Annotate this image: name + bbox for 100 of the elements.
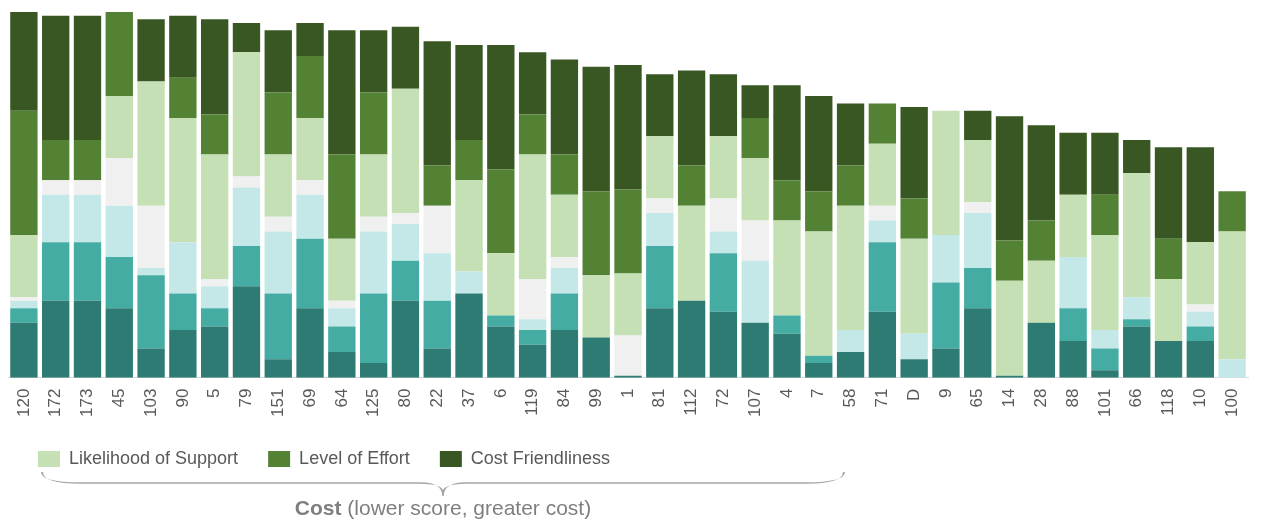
x-tick-label: 125: [363, 388, 383, 418]
x-tick-label: 84: [554, 388, 574, 408]
bar: [773, 315, 801, 334]
bar: [137, 19, 165, 82]
bar: [550, 293, 579, 331]
bar: [264, 30, 292, 93]
bar: [741, 260, 769, 323]
bar: [646, 213, 674, 247]
bar: [932, 282, 960, 349]
bar: [550, 267, 579, 294]
bar: [232, 176, 261, 188]
bar: [296, 308, 324, 378]
bar: [1091, 235, 1119, 331]
bar: [709, 74, 738, 137]
bar: [932, 235, 960, 283]
bar: [932, 348, 960, 378]
bar: [964, 202, 992, 214]
bar: [105, 256, 133, 309]
bar: [137, 205, 165, 268]
bar: [836, 352, 865, 378]
bar: [709, 136, 738, 199]
bar: [709, 311, 738, 378]
bar: [201, 19, 229, 115]
bar: [264, 359, 292, 378]
bar: [518, 114, 547, 155]
bar: [709, 253, 738, 312]
bar: [836, 103, 865, 166]
bar: [328, 154, 356, 239]
bar: [105, 12, 133, 97]
bar: [868, 311, 897, 378]
x-tick-label: 90: [172, 388, 192, 408]
bar: [582, 66, 610, 192]
legend-label: Cost Friendliness: [470, 447, 610, 468]
bar: [868, 143, 897, 206]
bar: [137, 348, 165, 378]
bar: [1091, 370, 1119, 378]
bar: [1186, 326, 1214, 342]
bar: [423, 348, 451, 378]
x-tick-label: 6: [490, 388, 510, 399]
bar: [423, 300, 451, 349]
bar: [169, 118, 197, 243]
bar: [232, 52, 261, 177]
bar: [232, 286, 261, 378]
bar: [805, 191, 833, 232]
bar: [328, 352, 356, 378]
x-tick-label: 5: [204, 388, 224, 399]
bar: [10, 235, 38, 298]
bar: [42, 139, 70, 181]
bar: [1123, 297, 1151, 320]
bar: [296, 118, 324, 181]
bar: [709, 231, 738, 254]
bar: [423, 205, 451, 254]
bar: [582, 191, 610, 276]
bar: [10, 300, 38, 309]
bar: [1059, 256, 1087, 309]
bar: [709, 198, 738, 232]
bar: [232, 22, 261, 53]
bar: [423, 253, 451, 301]
bar: [1091, 330, 1119, 349]
bar: [169, 15, 197, 78]
bar: [614, 335, 642, 376]
bar: [10, 322, 38, 378]
bar: [42, 15, 70, 140]
bar: [391, 88, 420, 214]
bar: [646, 74, 674, 137]
bar: [455, 180, 483, 272]
bar: [900, 333, 928, 360]
x-tick-label: 88: [1062, 388, 1082, 408]
x-tick-label: 64: [331, 388, 351, 408]
bar: [42, 194, 70, 243]
bar: [677, 300, 706, 378]
bar: [1091, 132, 1119, 195]
bar: [1059, 132, 1087, 195]
bar: [391, 26, 420, 89]
bar: [10, 308, 38, 323]
bar: [487, 253, 515, 316]
bar: [995, 116, 1024, 241]
bar: [805, 96, 833, 192]
bar: [73, 15, 102, 140]
bar: [646, 198, 674, 214]
bar: [487, 326, 515, 378]
bar: [1091, 194, 1119, 236]
bar: [201, 326, 229, 378]
bar: [773, 220, 801, 316]
bar: [391, 224, 420, 261]
bar: [550, 330, 579, 378]
bar: [264, 231, 292, 294]
x-tick-label: 7: [808, 388, 828, 399]
x-tick-label: 72: [713, 388, 733, 408]
bar: [391, 213, 420, 225]
x-tick-label: 10: [1190, 388, 1209, 408]
x-tick-label: 71: [872, 388, 892, 408]
x-tick-label: 22: [426, 388, 446, 408]
bar: [773, 85, 801, 181]
bar: [964, 110, 992, 140]
bar: [296, 180, 324, 195]
x-tick-label: 28: [1031, 388, 1051, 408]
x-tick-label: 80: [395, 388, 415, 408]
x-tick-label: 107: [744, 388, 764, 418]
bar: [773, 333, 801, 378]
